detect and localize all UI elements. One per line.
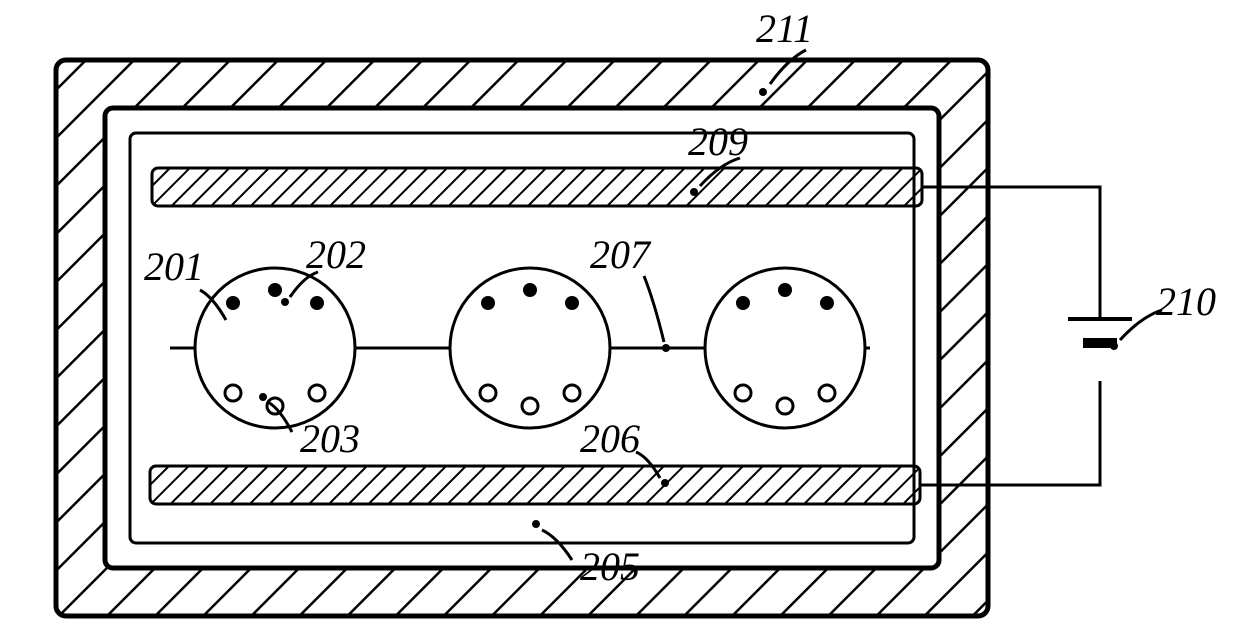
dot-hollow <box>522 398 538 414</box>
dot-hollow <box>777 398 793 414</box>
leader-dot-203 <box>259 393 267 401</box>
leader-dot-205 <box>532 520 540 528</box>
leader-dot-211 <box>759 88 767 96</box>
dot-hollow <box>225 385 241 401</box>
dot-filled <box>523 283 537 297</box>
label-205: 205 <box>580 544 640 589</box>
label-203: 203 <box>300 416 360 461</box>
leader-dot-209 <box>690 188 698 196</box>
label-202: 202 <box>306 232 366 277</box>
label-209: 209 <box>688 119 748 164</box>
dot-filled <box>268 283 282 297</box>
label-206: 206 <box>580 416 640 461</box>
dot-hollow <box>735 385 751 401</box>
label-210: 210 <box>1156 279 1216 324</box>
leader-dot-202 <box>281 298 289 306</box>
leader-dot-206 <box>661 479 669 487</box>
dot-hollow <box>480 385 496 401</box>
top-plate <box>152 168 922 206</box>
leader-dot-210 <box>1110 342 1118 350</box>
bottom-plate <box>150 466 920 504</box>
label-211: 211 <box>756 6 813 51</box>
dot-filled <box>481 296 495 310</box>
dot-hollow <box>819 385 835 401</box>
dot-filled <box>778 283 792 297</box>
dot-filled <box>565 296 579 310</box>
dot-filled <box>820 296 834 310</box>
label-201: 201 <box>144 244 204 289</box>
label-207: 207 <box>590 232 652 277</box>
leader-dot-207 <box>662 344 670 352</box>
dot-filled <box>736 296 750 310</box>
dot-hollow <box>564 385 580 401</box>
dot-filled <box>310 296 324 310</box>
dot-filled <box>226 296 240 310</box>
dot-hollow <box>309 385 325 401</box>
